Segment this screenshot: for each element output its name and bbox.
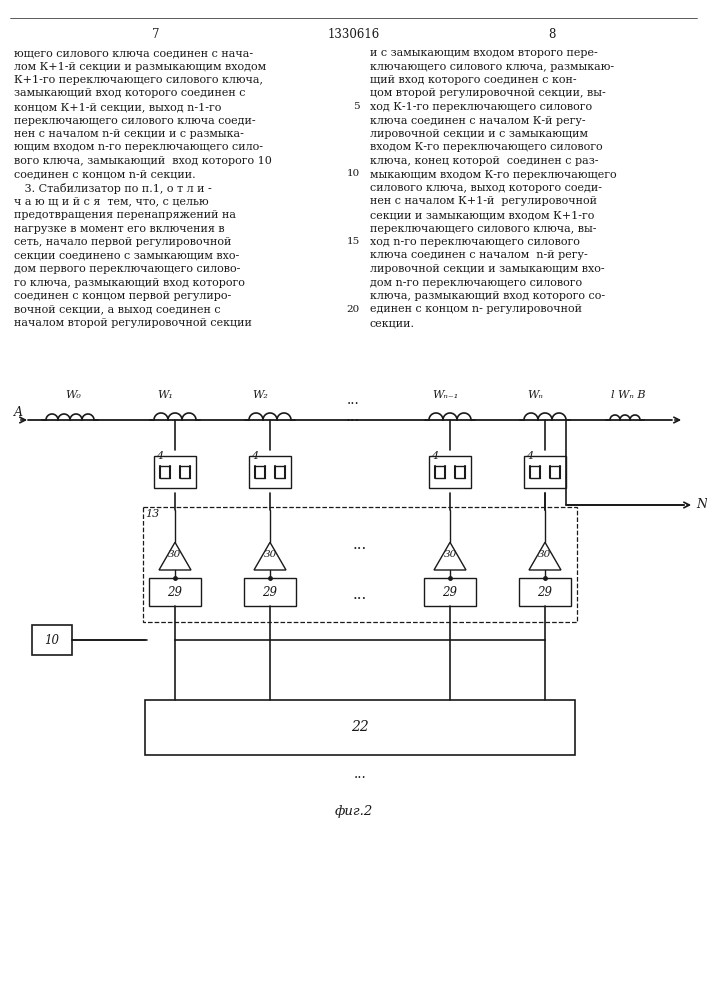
Text: предотвращения перенапряжений на: предотвращения перенапряжений на: [14, 210, 236, 220]
Text: 30: 30: [443, 550, 457, 559]
Text: мыкающим входом К-го переключающего: мыкающим входом К-го переключающего: [370, 169, 617, 180]
Text: секции соединено с замыкающим вхо-: секции соединено с замыкающим вхо-: [14, 250, 239, 260]
Text: концом К+1-й секции, выход n-1-го: концом К+1-й секции, выход n-1-го: [14, 102, 221, 112]
Bar: [424, 578, 476, 606]
Text: фиг.2: фиг.2: [334, 805, 373, 818]
Text: ющего силового ключа соединен с нача-: ющего силового ключа соединен с нача-: [14, 48, 253, 58]
Text: дом n-го переключающего силового: дом n-го переключающего силового: [370, 277, 582, 288]
Text: l Wₙ B: l Wₙ B: [611, 390, 645, 400]
Text: A: A: [13, 406, 23, 419]
Bar: [249, 456, 291, 488]
Text: лировочной секции и замыкающим вхо-: лировочной секции и замыкающим вхо-: [370, 264, 604, 274]
Bar: [143, 507, 577, 622]
Text: ч а ю щ и й с я  тем, что, с целью: ч а ю щ и й с я тем, что, с целью: [14, 196, 209, 207]
Text: 30: 30: [264, 550, 276, 559]
Text: началом второй регулировочной секции: началом второй регулировочной секции: [14, 318, 252, 328]
Text: го ключа, размыкающий вход которого: го ключа, размыкающий вход которого: [14, 277, 245, 288]
Text: 7: 7: [152, 28, 159, 41]
Text: ...: ...: [353, 538, 367, 552]
Text: секции и замыкающим входом К+1-го: секции и замыкающим входом К+1-го: [370, 210, 595, 220]
Text: 22: 22: [351, 720, 369, 734]
Text: N: N: [696, 498, 707, 512]
Text: 4: 4: [251, 451, 258, 461]
Text: ...: ...: [353, 588, 367, 602]
Text: силового ключа, выход которого соеди-: силового ключа, выход которого соеди-: [370, 183, 602, 193]
Bar: [32, 625, 72, 655]
Text: цом второй регулировочной секции, вы-: цом второй регулировочной секции, вы-: [370, 89, 606, 99]
Text: вого ключа, замыкающий  вход которого 10: вого ключа, замыкающий вход которого 10: [14, 156, 272, 166]
Text: 5: 5: [354, 102, 360, 111]
Text: ...: ...: [354, 767, 366, 781]
Text: единен с концом n- регулировочной: единен с концом n- регулировочной: [370, 304, 582, 314]
Text: нагрузке в момент его включения в: нагрузке в момент его включения в: [14, 224, 225, 233]
Text: 13: 13: [145, 509, 159, 519]
Text: ющим входом n-го переключающего сило-: ющим входом n-го переключающего сило-: [14, 142, 263, 152]
Bar: [145, 700, 575, 755]
Text: 15: 15: [346, 237, 360, 246]
Bar: [524, 456, 566, 488]
Text: 30: 30: [168, 550, 182, 559]
Text: ключающего силового ключа, размыкаю-: ключающего силового ключа, размыкаю-: [370, 62, 614, 72]
Text: ключа, конец которой  соединен с раз-: ключа, конец которой соединен с раз-: [370, 156, 599, 166]
Text: 20: 20: [346, 304, 360, 314]
Text: W₂: W₂: [252, 390, 268, 400]
Text: 29: 29: [168, 585, 182, 598]
Text: 29: 29: [443, 585, 457, 598]
Text: 8: 8: [548, 28, 555, 41]
Text: вочной секции, а выход соединен с: вочной секции, а выход соединен с: [14, 304, 221, 314]
Text: переключающего силового ключа, вы-: переключающего силового ключа, вы-: [370, 224, 597, 233]
Text: ход n-го переключающего силового: ход n-го переключающего силового: [370, 237, 580, 247]
Text: лом К+1-й секции и размыкающим входом: лом К+1-й секции и размыкающим входом: [14, 62, 266, 72]
Text: 29: 29: [537, 585, 552, 598]
Text: и с замыкающим входом второго пере-: и с замыкающим входом второго пере-: [370, 48, 597, 58]
Text: нен с началом К+1-й  регулировочной: нен с началом К+1-й регулировочной: [370, 196, 597, 207]
Text: Wₙ: Wₙ: [527, 390, 543, 400]
Text: W₁: W₁: [157, 390, 173, 400]
Text: 4: 4: [526, 451, 533, 461]
Text: 10: 10: [346, 169, 360, 178]
Text: соединен с концом n-й секции.: соединен с концом n-й секции.: [14, 169, 196, 180]
Text: К+1-го переключающего силового ключа,: К+1-го переключающего силового ключа,: [14, 75, 263, 85]
Text: сеть, начало первой регулировочной: сеть, начало первой регулировочной: [14, 237, 231, 247]
Bar: [429, 456, 471, 488]
Text: входом К-го переключающего силового: входом К-го переключающего силового: [370, 142, 602, 152]
Text: 4: 4: [431, 451, 438, 461]
Bar: [154, 456, 196, 488]
Text: замыкающий вход которого соединен с: замыкающий вход которого соединен с: [14, 89, 245, 99]
Text: щий вход которого соединен с кон-: щий вход которого соединен с кон-: [370, 75, 577, 85]
Bar: [149, 578, 201, 606]
Text: 3. Стабилизатор по п.1, о т л и -: 3. Стабилизатор по п.1, о т л и -: [14, 183, 212, 194]
Text: ключа соединен с началом К-й регу-: ключа соединен с началом К-й регу-: [370, 115, 585, 125]
Text: соединен с концом первой регулиро-: соединен с концом первой регулиро-: [14, 291, 231, 301]
Text: ключа, размыкающий вход которого со-: ключа, размыкающий вход которого со-: [370, 291, 605, 301]
Text: 30: 30: [538, 550, 551, 559]
Text: Wₙ₋₁: Wₙ₋₁: [432, 390, 458, 400]
Text: лировочной секции и с замыкающим: лировочной секции и с замыкающим: [370, 129, 588, 139]
Text: секции.: секции.: [370, 318, 415, 328]
Text: W₀: W₀: [65, 390, 81, 400]
Text: ход К-1-го переключающего силового: ход К-1-го переключающего силового: [370, 102, 592, 112]
Text: 1330616: 1330616: [327, 28, 380, 41]
Text: ...: ...: [346, 410, 360, 424]
Text: дом первого переключающего силово-: дом первого переключающего силово-: [14, 264, 240, 274]
Bar: [244, 578, 296, 606]
Text: нен с началом n-й секции и с размыка-: нен с началом n-й секции и с размыка-: [14, 129, 244, 139]
Text: 4: 4: [156, 451, 163, 461]
Text: ...: ...: [346, 393, 359, 407]
Text: 29: 29: [262, 585, 278, 598]
Text: ключа соединен с началом  n-й регу-: ключа соединен с началом n-й регу-: [370, 250, 588, 260]
Bar: [519, 578, 571, 606]
Text: 10: 10: [45, 634, 59, 647]
Text: переключающего силового ключа соеди-: переключающего силового ключа соеди-: [14, 115, 256, 125]
